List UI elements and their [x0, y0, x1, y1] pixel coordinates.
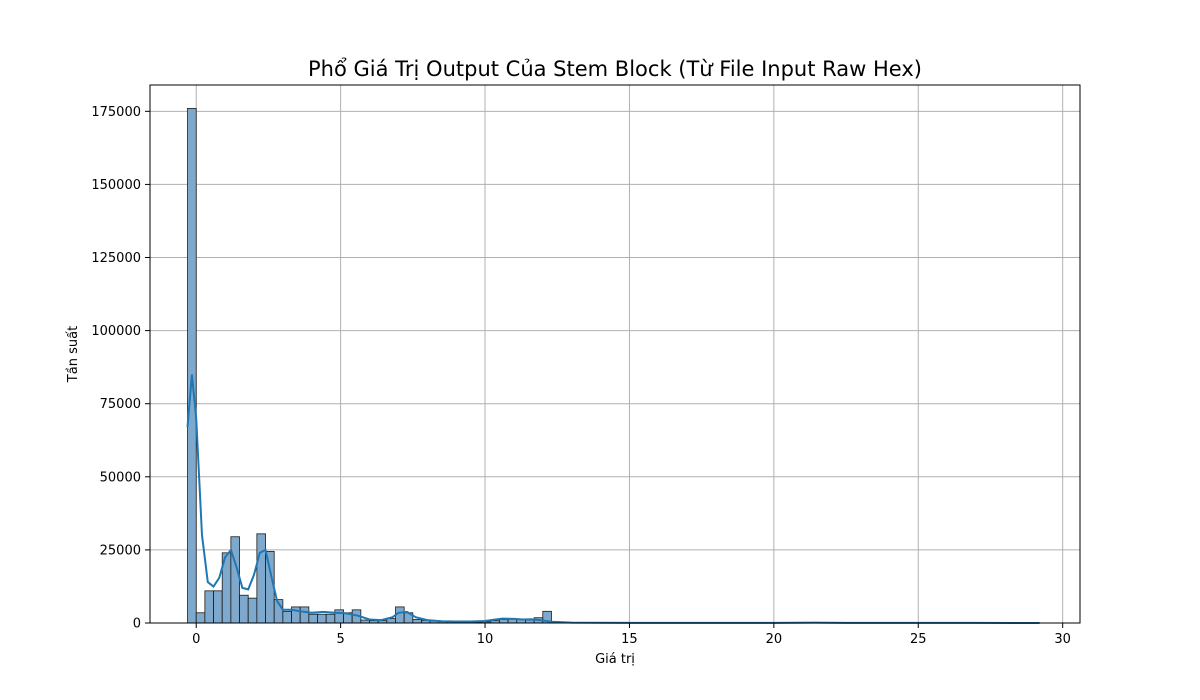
y-tick-label: 0 [133, 617, 141, 632]
y-tick-label: 125000 [91, 251, 141, 266]
y-axis-ticks: 0 25000 50000 75000 100000 125000 150000 175000 [91, 105, 150, 632]
grid-lines [150, 85, 1080, 624]
y-tick-label: 175000 [91, 105, 141, 120]
histogram-bar [308, 613, 318, 624]
histogram-bar [187, 107, 197, 624]
histogram-bar [499, 619, 509, 624]
y-tick-label: 100000 [91, 324, 141, 339]
y-tick-label: 50000 [100, 470, 141, 485]
x-tick-label: 25 [910, 632, 927, 647]
y-tick-label: 150000 [91, 178, 141, 193]
histogram-bar [325, 613, 336, 624]
y-axis-label: Tần suất [66, 326, 81, 383]
histogram-bar [247, 597, 258, 624]
x-tick-label: 0 [192, 632, 200, 647]
chart-title: Phổ Giá Trị Output Của Stem Block (Từ Fi… [308, 57, 922, 81]
histogram-bar [317, 613, 327, 624]
histogram-bar [213, 590, 223, 624]
histogram-bar [230, 536, 240, 624]
x-axis-label: Giá trị [595, 652, 635, 667]
plot-frame [149, 84, 1081, 624]
histogram-bar [299, 606, 310, 624]
x-tick-label: 10 [477, 632, 494, 647]
y-tick-label: 25000 [100, 543, 141, 558]
y-tick-label: 75000 [100, 397, 141, 412]
histogram-bar [204, 590, 214, 624]
x-axis-ticks: 0 5 10 15 20 25 30 [192, 623, 1071, 647]
histogram-bar [412, 619, 422, 624]
x-tick-label: 30 [1054, 632, 1071, 647]
x-tick-label: 15 [621, 632, 638, 647]
x-tick-label: 20 [766, 632, 783, 647]
histogram-bar [239, 594, 249, 624]
histogram-bar [256, 533, 266, 624]
x-tick-label: 5 [336, 632, 344, 647]
histogram-bar [195, 612, 206, 624]
histogram-bar [282, 610, 292, 624]
histogram-bar [334, 609, 344, 624]
